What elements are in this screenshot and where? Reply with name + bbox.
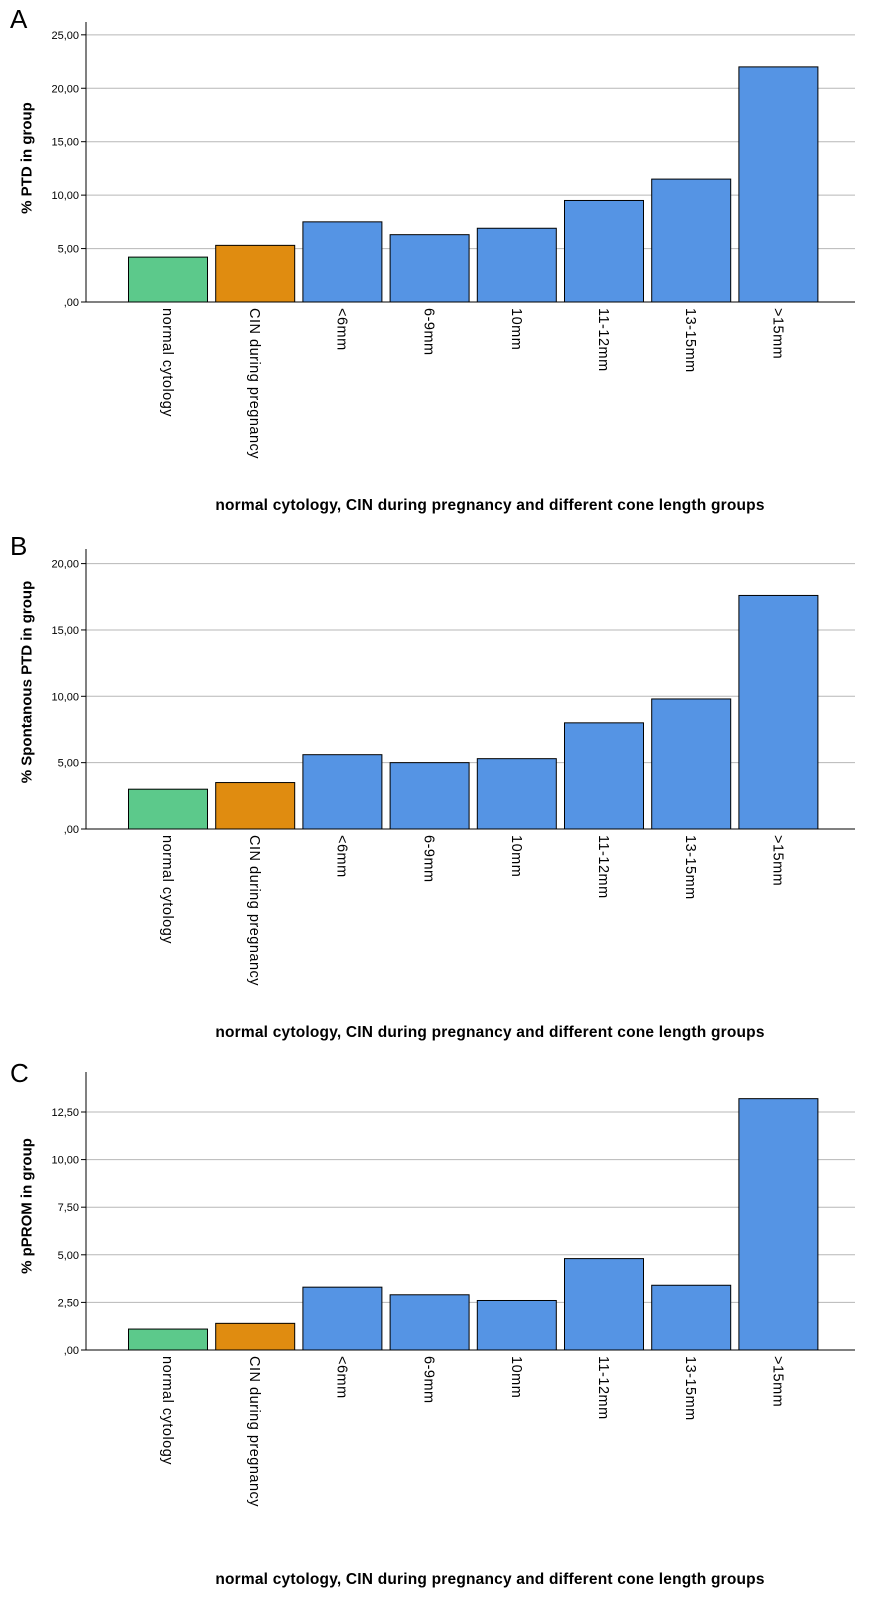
category-label: <6mm xyxy=(333,1356,349,1399)
bar-7 xyxy=(651,698,732,830)
chart-panel-b: B ,00 5,00 10,00 15,00 20,00 normal cytology C… xyxy=(0,527,872,1054)
category-label: 6-9mm xyxy=(421,835,437,883)
bar-7 xyxy=(651,1284,732,1351)
bar-4 xyxy=(389,234,470,303)
bar-3 xyxy=(302,1286,383,1351)
category-label: <6mm xyxy=(333,308,349,351)
category-label: 6-9mm xyxy=(421,308,437,356)
chart-a-ylabel: % PTD in group xyxy=(18,102,36,214)
category-label: CIN during pregnancy xyxy=(246,835,262,986)
y-tick-label: 10,00 xyxy=(51,691,79,703)
y-tick-label: 7,50 xyxy=(58,1202,79,1214)
category-label: 11-12mm xyxy=(595,308,611,372)
chart-a-xlabel: normal cytology, CIN during pregnancy an… xyxy=(215,497,765,514)
bar-1 xyxy=(128,788,208,830)
bar-2 xyxy=(215,244,296,303)
y-tick-label: 25,00 xyxy=(51,30,79,42)
category-label: >15mm xyxy=(769,1356,785,1407)
y-tick-label: 15,00 xyxy=(51,625,79,637)
y-tick-label: 20,00 xyxy=(51,559,79,571)
y-tick-label: 15,00 xyxy=(51,137,79,149)
y-tick-label: 10,00 xyxy=(51,1155,79,1167)
category-label: normal cytology xyxy=(159,835,175,944)
category-label: 13-15mm xyxy=(682,835,698,900)
category-label: 10mm xyxy=(508,308,524,350)
y-tick-label: ,00 xyxy=(64,1345,79,1357)
bar-2 xyxy=(215,782,296,830)
bar-4 xyxy=(389,762,470,830)
bar-7 xyxy=(651,178,732,303)
chart-panel-c: C ,00 2,50 5,00 7,50 10,00 12,50 normal cytolo… xyxy=(0,1054,872,1597)
category-label: 11-12mm xyxy=(595,835,611,899)
bar-6 xyxy=(564,722,644,830)
category-label: 13-15mm xyxy=(682,1356,698,1421)
bar-5 xyxy=(476,758,557,830)
category-label: 10mm xyxy=(508,1356,524,1398)
category-label: 11-12mm xyxy=(595,1356,611,1420)
bar-6 xyxy=(564,199,644,303)
y-tick-label: 5,00 xyxy=(58,758,79,770)
chart-c-ylabel: % pPROM in group xyxy=(18,1138,36,1274)
y-tick-label: 5,00 xyxy=(58,1250,79,1262)
category-label: 13-15mm xyxy=(682,308,698,373)
chart-panel-a: A ,00 5,00 10,00 15,00 20,00 25,00 normal cyto… xyxy=(0,0,872,527)
chart-b-ylabel: % Spontanous PTD in group xyxy=(18,580,36,784)
y-tick-label: ,00 xyxy=(64,824,79,836)
y-tick-label: 12,50 xyxy=(51,1107,79,1119)
bar-8 xyxy=(738,66,819,303)
category-label: normal cytology xyxy=(159,1356,175,1465)
y-tick-label: ,00 xyxy=(64,297,79,309)
chart-b-svg: ,00 5,00 10,00 15,00 20,00 normal cytology CIN… xyxy=(51,549,855,986)
y-tick-label: 10,00 xyxy=(51,190,79,202)
panel-letter-c: C xyxy=(10,1058,29,1088)
category-label: CIN during pregnancy xyxy=(246,308,262,459)
bar-5 xyxy=(476,227,557,303)
bar-6 xyxy=(564,1258,644,1351)
bar-1 xyxy=(128,1328,208,1351)
y-tick-label: 5,00 xyxy=(58,244,79,256)
category-label: 10mm xyxy=(508,835,524,877)
category-label: >15mm xyxy=(769,835,785,886)
y-tick-label: 2,50 xyxy=(58,1297,79,1309)
bar-8 xyxy=(738,594,819,830)
bar-1 xyxy=(128,256,208,303)
category-label: 6-9mm xyxy=(421,1356,437,1404)
y-tick-label: 20,00 xyxy=(51,83,79,95)
bar-4 xyxy=(389,1294,470,1351)
bar-2 xyxy=(215,1322,296,1351)
category-label: >15mm xyxy=(769,308,785,359)
category-label: <6mm xyxy=(333,835,349,878)
bar-3 xyxy=(302,754,383,830)
category-label: CIN during pregnancy xyxy=(246,1356,262,1507)
chart-c-xlabel: normal cytology, CIN during pregnancy an… xyxy=(215,1571,765,1588)
panel-letter-a: A xyxy=(10,4,28,34)
bar-8 xyxy=(738,1098,819,1351)
panel-letter-b: B xyxy=(10,531,28,561)
bar-3 xyxy=(302,221,383,303)
chart-b-xlabel: normal cytology, CIN during pregnancy an… xyxy=(215,1024,765,1041)
bar-5 xyxy=(476,1299,557,1351)
chart-c-svg: ,00 2,50 5,00 7,50 10,00 12,50 normal cytology… xyxy=(51,1072,855,1507)
category-label: normal cytology xyxy=(159,308,175,417)
chart-a-svg: ,00 5,00 10,00 15,00 20,00 25,00 normal cytolo… xyxy=(51,22,855,459)
